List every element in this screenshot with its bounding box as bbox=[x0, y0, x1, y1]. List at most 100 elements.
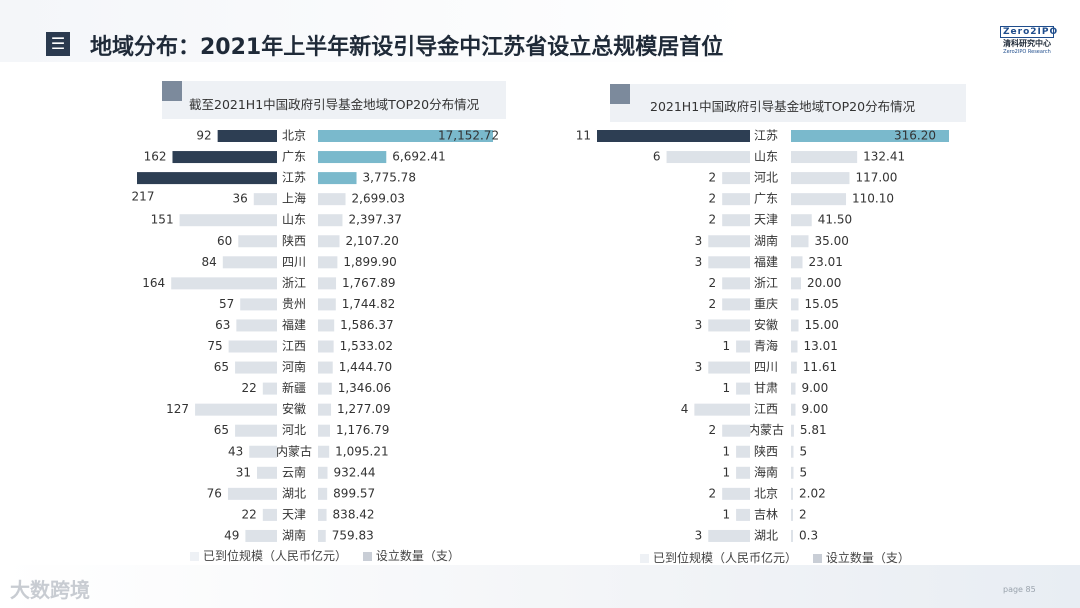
count-value-label: 75 bbox=[207, 339, 222, 353]
count-bar bbox=[708, 529, 750, 542]
count-bar bbox=[708, 235, 750, 248]
count-bar bbox=[236, 319, 277, 332]
scale-value-label: 110.10 bbox=[852, 192, 894, 206]
count-value-label: 3 bbox=[695, 255, 703, 269]
count-value-label: 217 bbox=[132, 190, 155, 204]
count-bar bbox=[722, 277, 750, 290]
count-bar bbox=[262, 382, 277, 395]
scale-bar bbox=[791, 151, 858, 164]
count-bar bbox=[722, 214, 750, 227]
scale-bar bbox=[318, 508, 327, 521]
count-bar bbox=[238, 235, 277, 248]
category-label: 浙江 bbox=[754, 276, 778, 290]
category-label: 北京 bbox=[754, 486, 778, 500]
count-bar bbox=[245, 529, 277, 542]
scale-value-label: 17,152.72 bbox=[438, 129, 499, 143]
zero2ipo-logo: Zero2IPO 清科研究中心 Zero2IPO Research bbox=[1000, 26, 1058, 62]
scale-bar bbox=[318, 235, 340, 248]
legend-swatch-scale bbox=[640, 554, 649, 563]
count-bar bbox=[736, 382, 750, 395]
category-label: 吉林 bbox=[754, 507, 778, 521]
legend-count-label: 设立数量（支） bbox=[825, 551, 910, 565]
brand-watermark: 大数跨境 bbox=[10, 578, 90, 602]
scale-bar bbox=[318, 277, 337, 290]
count-value-label: 2 bbox=[709, 297, 717, 311]
category-label: 河北 bbox=[282, 423, 306, 437]
count-bar bbox=[722, 298, 750, 311]
category-label: 贵州 bbox=[282, 297, 306, 311]
count-value-label: 2 bbox=[709, 171, 717, 185]
scale-bar bbox=[791, 508, 793, 521]
category-label: 云南 bbox=[282, 464, 306, 479]
scale-bar bbox=[318, 403, 332, 416]
count-value-label: 2 bbox=[709, 213, 717, 227]
scale-value-label: 2.02 bbox=[799, 486, 826, 500]
count-bar bbox=[249, 445, 277, 458]
scale-bar bbox=[318, 319, 335, 332]
scale-bar bbox=[318, 298, 336, 311]
count-bar bbox=[597, 130, 750, 142]
scale-value-label: 1,346.06 bbox=[338, 381, 391, 395]
category-label: 湖南 bbox=[754, 233, 778, 248]
scale-value-label: 316.20 bbox=[894, 129, 936, 143]
count-bar bbox=[736, 466, 750, 479]
count-value-label: 65 bbox=[214, 423, 229, 437]
count-value-label: 43 bbox=[228, 444, 243, 458]
scale-value-label: 1,899.90 bbox=[343, 255, 396, 269]
scale-value-label: 3,775.78 bbox=[363, 171, 416, 185]
footer-band bbox=[0, 565, 1080, 608]
scale-bar bbox=[791, 466, 794, 479]
count-bar bbox=[235, 361, 277, 374]
count-value-label: 57 bbox=[219, 297, 234, 311]
square-icon bbox=[610, 84, 630, 104]
count-bar bbox=[195, 403, 277, 416]
scale-bar bbox=[791, 529, 793, 542]
count-value-label: 2 bbox=[709, 486, 717, 500]
scale-value-label: 2 bbox=[799, 507, 807, 521]
category-label: 北京 bbox=[282, 129, 306, 143]
right-chart-title: 2021H1中国政府引导基金地域TOP20分布情况 bbox=[650, 99, 916, 114]
count-bar bbox=[217, 130, 277, 142]
category-label: 福建 bbox=[282, 317, 306, 332]
scale-value-label: 1,744.82 bbox=[342, 297, 395, 311]
category-label: 福建 bbox=[754, 254, 778, 269]
count-bar bbox=[722, 193, 750, 206]
count-bar bbox=[137, 172, 277, 185]
logo-wordmark: Zero2IPO bbox=[1000, 26, 1057, 38]
legend-scale-label: 已到位规模（人民币亿元） bbox=[203, 549, 348, 563]
count-value-label: 162 bbox=[144, 150, 167, 164]
legend-swatch-count bbox=[362, 552, 372, 561]
count-bar bbox=[222, 256, 277, 269]
scale-bar bbox=[318, 445, 330, 458]
header-band bbox=[0, 0, 1080, 62]
category-label: 河北 bbox=[754, 171, 778, 185]
scale-bar bbox=[318, 361, 333, 374]
category-label: 四川 bbox=[282, 255, 306, 269]
scale-bar bbox=[791, 319, 799, 332]
count-value-label: 1 bbox=[722, 507, 730, 521]
scale-value-label: 2,397.37 bbox=[348, 213, 401, 227]
scale-bar bbox=[791, 130, 949, 142]
count-value-label: 1 bbox=[722, 339, 730, 353]
count-bar bbox=[235, 424, 277, 437]
count-bar bbox=[666, 151, 750, 164]
left-legend: 已到位规模（人民币亿元） 设立数量（支） bbox=[190, 547, 460, 564]
category-label: 天津 bbox=[754, 213, 778, 227]
scale-value-label: 15.00 bbox=[804, 318, 838, 332]
category-label: 江西 bbox=[282, 339, 306, 353]
count-bar bbox=[228, 340, 277, 353]
scale-value-label: 759.83 bbox=[332, 528, 374, 542]
scale-bar bbox=[791, 172, 850, 185]
scale-value-label: 1,533.02 bbox=[340, 339, 393, 353]
count-value-label: 22 bbox=[242, 507, 257, 521]
count-value-label: 76 bbox=[207, 486, 222, 500]
count-value-label: 3 bbox=[695, 234, 703, 248]
scale-bar bbox=[318, 424, 331, 437]
category-label: 上海 bbox=[282, 191, 306, 206]
scale-bar bbox=[791, 424, 794, 437]
category-label: 湖北 bbox=[754, 527, 778, 542]
menu-icon[interactable]: ☰ bbox=[46, 32, 70, 56]
count-bar bbox=[708, 256, 750, 269]
count-bar bbox=[736, 340, 750, 353]
category-label: 青海 bbox=[754, 338, 778, 353]
